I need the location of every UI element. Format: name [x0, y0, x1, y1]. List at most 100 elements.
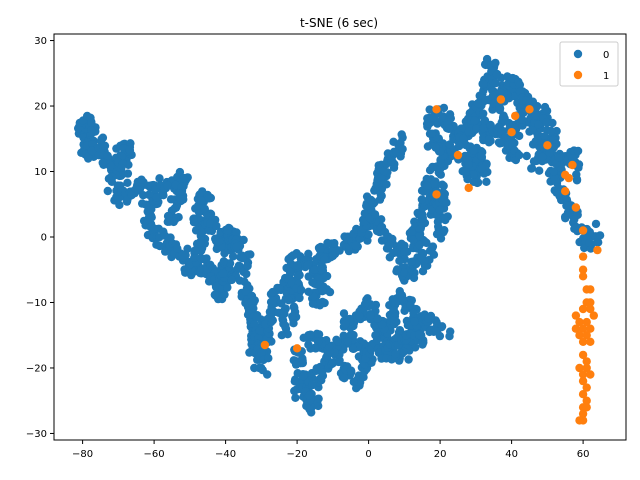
data-point-class-0 [277, 331, 286, 340]
data-point-class-0 [415, 330, 424, 340]
data-point-class-0 [499, 111, 508, 120]
data-point-class-1 [578, 252, 588, 261]
data-point-class-0 [198, 228, 207, 237]
data-point-class-0 [364, 230, 373, 239]
data-point-class-0 [404, 355, 413, 364]
data-point-class-0 [295, 270, 304, 280]
data-point-class-0 [398, 294, 407, 303]
data-point-class-0 [125, 146, 135, 155]
data-point-class-0 [391, 349, 400, 359]
data-point-class-0 [149, 224, 159, 233]
data-point-class-0 [318, 287, 327, 296]
data-point-class-0 [333, 337, 342, 346]
data-point-class-1 [578, 337, 588, 346]
data-point-class-0 [306, 330, 315, 339]
data-point-class-0 [160, 231, 170, 240]
data-point-class-0 [295, 293, 304, 303]
data-point-class-0 [175, 189, 184, 198]
data-point-class-0 [323, 239, 332, 248]
data-point-class-0 [155, 174, 164, 183]
data-point-class-0 [545, 148, 554, 157]
data-point-class-0 [320, 255, 329, 264]
data-point-class-0 [189, 214, 198, 224]
y-tick-label: −10 [26, 298, 47, 309]
data-point-class-0 [382, 180, 391, 189]
data-point-class-0 [123, 178, 132, 187]
data-point-class-0 [470, 116, 479, 126]
data-point-class-0 [428, 242, 438, 251]
data-point-class-1 [507, 128, 516, 137]
x-tick-label: −40 [215, 449, 236, 460]
data-point-class-0 [570, 215, 579, 224]
data-point-class-0 [461, 168, 470, 177]
data-point-class-0 [103, 186, 113, 196]
data-point-class-1 [464, 183, 473, 193]
data-point-class-0 [340, 374, 349, 383]
data-point-class-0 [314, 394, 323, 403]
data-point-class-1 [582, 403, 591, 412]
data-point-class-1 [586, 324, 595, 333]
data-point-class-1 [292, 344, 302, 353]
data-point-class-0 [190, 246, 200, 255]
data-point-class-0 [291, 360, 301, 369]
data-point-class-0 [187, 270, 196, 280]
data-point-class-0 [438, 112, 448, 121]
data-point-class-0 [152, 193, 161, 202]
data-point-class-0 [491, 58, 500, 68]
data-point-class-0 [515, 151, 524, 160]
data-point-class-0 [281, 321, 290, 330]
data-point-class-0 [341, 319, 350, 329]
data-point-class-1 [578, 226, 588, 235]
data-point-class-0 [379, 166, 389, 176]
data-point-class-0 [204, 226, 214, 235]
data-point-class-0 [477, 164, 486, 173]
data-point-class-1 [582, 357, 591, 366]
data-point-class-0 [100, 141, 110, 150]
data-point-class-0 [141, 200, 151, 209]
data-point-class-0 [424, 314, 433, 323]
data-point-class-0 [563, 201, 572, 210]
data-point-class-0 [409, 235, 418, 245]
data-point-class-0 [423, 181, 432, 190]
data-point-class-1 [586, 370, 595, 379]
data-point-class-1 [543, 141, 552, 150]
data-point-class-0 [429, 180, 438, 189]
data-point-class-0 [370, 210, 380, 219]
data-point-class-0 [355, 312, 364, 321]
data-point-class-0 [223, 226, 232, 235]
data-point-class-0 [310, 265, 319, 274]
legend-marker-0 [573, 49, 583, 59]
data-point-class-0 [439, 181, 448, 191]
data-point-class-0 [252, 313, 261, 322]
data-point-class-0 [527, 164, 537, 173]
data-point-class-0 [304, 249, 313, 258]
data-point-class-0 [522, 151, 531, 161]
data-point-class-1 [578, 370, 588, 379]
data-point-class-0 [176, 195, 186, 204]
data-point-class-0 [303, 261, 312, 270]
data-point-class-0 [442, 198, 451, 207]
y-tick-label: 10 [34, 167, 47, 178]
data-point-class-0 [107, 161, 117, 171]
x-axis: −80 −60 −40 −20 0 20 40 60 [72, 440, 589, 460]
data-point-class-1 [582, 396, 591, 405]
data-point-class-0 [98, 158, 107, 167]
data-point-class-1 [525, 105, 534, 114]
x-tick-label: −80 [72, 449, 93, 460]
data-point-class-1 [453, 150, 463, 160]
data-point-class-0 [393, 265, 402, 274]
data-point-class-1 [582, 363, 591, 373]
y-tick-label: 30 [34, 36, 47, 47]
data-point-class-0 [287, 278, 297, 288]
data-point-class-0 [242, 269, 251, 279]
data-point-class-1 [571, 311, 581, 320]
data-point-class-0 [328, 245, 337, 255]
data-point-class-0 [220, 290, 229, 299]
y-axis: −30 −20 −10 0 10 20 30 [26, 36, 54, 440]
data-point-class-0 [317, 368, 327, 377]
data-point-class-0 [305, 404, 314, 414]
data-point-class-0 [196, 238, 205, 247]
y-tick-label: −30 [26, 429, 47, 440]
data-point-class-1 [586, 337, 595, 346]
data-point-class-0 [322, 271, 332, 281]
